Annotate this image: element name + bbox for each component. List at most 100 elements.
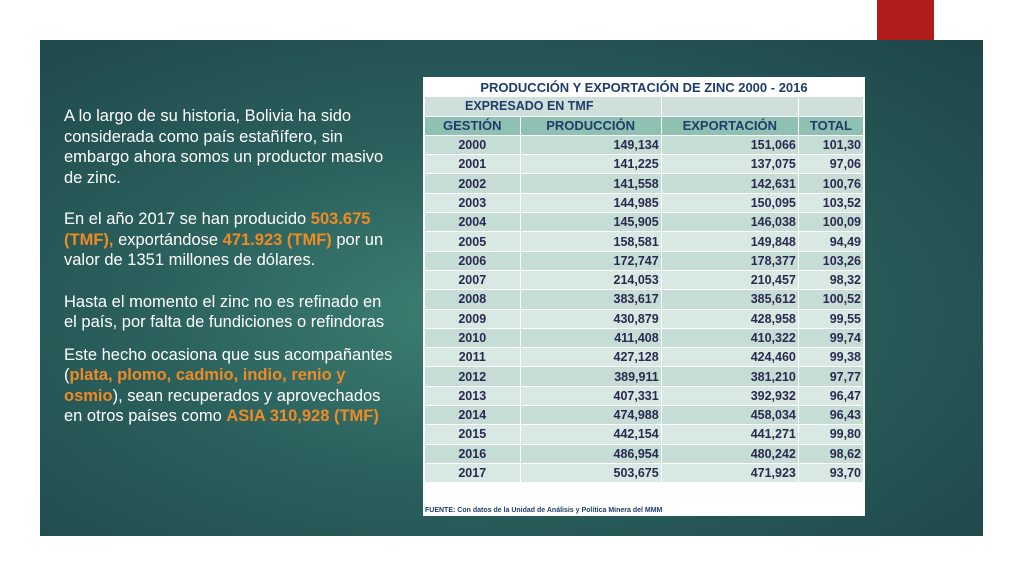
cell-production: 474,988 bbox=[519, 405, 662, 426]
cell-total: 98,32 bbox=[797, 269, 865, 291]
cell-total: 96,43 bbox=[797, 405, 865, 426]
cell-total: 100,09 bbox=[797, 212, 865, 233]
cell-export: 424,460 bbox=[660, 347, 799, 368]
cell-year: 2013 bbox=[424, 385, 521, 407]
cell-production: 158,581 bbox=[519, 231, 662, 252]
production-text-b: exportándose bbox=[113, 230, 223, 249]
cell-year: 2002 bbox=[424, 173, 521, 194]
table-row: 2002 141,558 142,631 100,76 bbox=[424, 173, 865, 194]
cell-export: 410,322 bbox=[660, 327, 799, 349]
table-row: 2016 486,954 480,242 98,62 bbox=[424, 443, 865, 464]
cell-total: 97,77 bbox=[797, 366, 865, 387]
cell-export: 458,034 bbox=[660, 405, 799, 426]
slide-text-block: A lo largo de su historia, Bolivia ha si… bbox=[64, 106, 394, 448]
cell-year: 2004 bbox=[424, 212, 521, 233]
cell-total: 99,74 bbox=[797, 327, 865, 349]
cell-year: 2003 bbox=[424, 192, 521, 214]
cell-total: 100,52 bbox=[797, 289, 865, 310]
header-total: TOTAL bbox=[797, 115, 865, 136]
table-row: 2011 427,128 424,460 99,38 bbox=[424, 347, 865, 368]
table-subtitle-row: EXPRESADO EN TMF bbox=[424, 96, 865, 117]
cell-total: 103,52 bbox=[797, 192, 865, 214]
production-text-c: por un valor de 1351 millones de dólares… bbox=[64, 230, 384, 270]
cell-production: 144,985 bbox=[519, 192, 662, 214]
cell-year: 2012 bbox=[424, 366, 521, 387]
cell-production: 430,879 bbox=[519, 308, 662, 329]
header-exportacion: EXPORTACIÓN bbox=[660, 115, 799, 136]
table-row: 2017 503,675 471,923 93,70 bbox=[424, 462, 865, 484]
header-produccion: PRODUCCIÓN bbox=[519, 115, 662, 136]
asia-highlight: ASIA 310,928 (TMF) bbox=[226, 407, 379, 425]
table-title: PRODUCCIÓN Y EXPORTACIÓN DE ZINC 2000 - … bbox=[424, 76, 864, 98]
cell-production: 141,558 bbox=[519, 173, 662, 194]
cell-total: 97,06 bbox=[797, 154, 865, 175]
cell-year: 2010 bbox=[424, 327, 521, 349]
table-row: 2008 383,617 385,612 100,52 bbox=[424, 289, 865, 310]
byproducts-text-a: Este hecho ocasiona que sus acompañantes… bbox=[64, 345, 393, 385]
cell-export: 428,958 bbox=[660, 308, 799, 329]
cell-year: 2007 bbox=[424, 269, 521, 291]
cell-year: 2014 bbox=[424, 405, 521, 426]
cell-total: 103,26 bbox=[797, 250, 865, 271]
cell-export: 381,210 bbox=[660, 366, 799, 387]
table-row: 2015 442,154 441,271 99,80 bbox=[424, 424, 865, 445]
cell-production: 149,134 bbox=[519, 134, 662, 156]
table-row: 2013 407,331 392,932 96,47 bbox=[424, 385, 865, 407]
cell-export: 137,075 bbox=[660, 154, 799, 175]
cell-export: 471,923 bbox=[660, 462, 799, 484]
table-row: 2007 214,053 210,457 98,32 bbox=[424, 269, 865, 291]
cell-year: 2008 bbox=[424, 289, 521, 310]
cell-production: 503,675 bbox=[519, 462, 662, 484]
byproducts-text-b: ), sean recuperados y aprovechados en ot… bbox=[64, 386, 381, 426]
cell-production: 442,154 bbox=[519, 424, 662, 445]
cell-total: 98,62 bbox=[797, 443, 865, 464]
table-source-note: FUENTE: Con datos de la Unidad de Anális… bbox=[425, 507, 663, 514]
table-title-row: PRODUCCIÓN Y EXPORTACIÓN DE ZINC 2000 - … bbox=[424, 76, 864, 98]
cell-year: 2017 bbox=[424, 462, 521, 484]
cell-total: 99,55 bbox=[797, 308, 865, 329]
cell-export: 480,242 bbox=[660, 443, 799, 464]
cell-export: 151,066 bbox=[660, 134, 799, 156]
cell-year: 2016 bbox=[424, 443, 521, 464]
cell-total: 101,30 bbox=[797, 134, 865, 156]
table-row: 2006 172,747 178,377 103,26 bbox=[424, 250, 865, 271]
cell-total: 93,70 bbox=[797, 462, 865, 484]
cell-year: 2011 bbox=[424, 347, 521, 368]
cell-export: 441,271 bbox=[660, 424, 799, 445]
cell-year: 2006 bbox=[424, 250, 521, 271]
paragraph-production: En el año 2017 se han producido 503.675 … bbox=[64, 209, 394, 271]
table-subtitle: EXPRESADO EN TMF bbox=[424, 96, 662, 117]
cell-production: 145,905 bbox=[519, 212, 662, 233]
cell-export: 150,095 bbox=[660, 192, 799, 214]
table-row: 2004 145,905 146,038 100,09 bbox=[424, 212, 865, 233]
cell-production: 407,331 bbox=[519, 385, 662, 407]
cell-total: 94,49 bbox=[797, 231, 865, 252]
cell-production: 486,954 bbox=[519, 443, 662, 464]
cell-production: 141,225 bbox=[519, 154, 662, 175]
cell-export: 149,848 bbox=[660, 231, 799, 252]
export-highlight: 471.923 (TMF) bbox=[222, 230, 332, 249]
cell-export: 146,038 bbox=[660, 212, 799, 233]
table-header-row: GESTIÓN PRODUCCIÓN EXPORTACIÓN TOTAL bbox=[424, 115, 865, 136]
cell-production: 411,408 bbox=[519, 327, 662, 349]
table-subtitle-empty bbox=[797, 96, 865, 117]
cell-production: 383,617 bbox=[519, 289, 662, 310]
cell-year: 2000 bbox=[424, 134, 521, 156]
cell-export: 392,932 bbox=[660, 385, 799, 407]
cell-year: 2015 bbox=[424, 424, 521, 445]
zinc-table: PRODUCCIÓN Y EXPORTACIÓN DE ZINC 2000 - … bbox=[424, 76, 865, 484]
cell-production: 389,911 bbox=[519, 366, 662, 387]
table-row: 2009 430,879 428,958 99,55 bbox=[424, 308, 865, 329]
cell-total: 99,80 bbox=[797, 424, 865, 445]
cell-production: 172,747 bbox=[519, 250, 662, 271]
table-row: 2003 144,985 150,095 103,52 bbox=[424, 192, 865, 214]
cell-export: 142,631 bbox=[660, 173, 799, 194]
cell-total: 96,47 bbox=[797, 385, 865, 407]
cell-export: 210,457 bbox=[660, 269, 799, 291]
cell-total: 100,76 bbox=[797, 173, 865, 194]
table-subtitle-empty bbox=[660, 96, 799, 117]
cell-year: 2009 bbox=[424, 308, 521, 329]
cell-total: 99,38 bbox=[797, 347, 865, 368]
cell-export: 178,377 bbox=[660, 250, 799, 271]
production-highlight: 503.675 (TMF), bbox=[64, 210, 371, 249]
